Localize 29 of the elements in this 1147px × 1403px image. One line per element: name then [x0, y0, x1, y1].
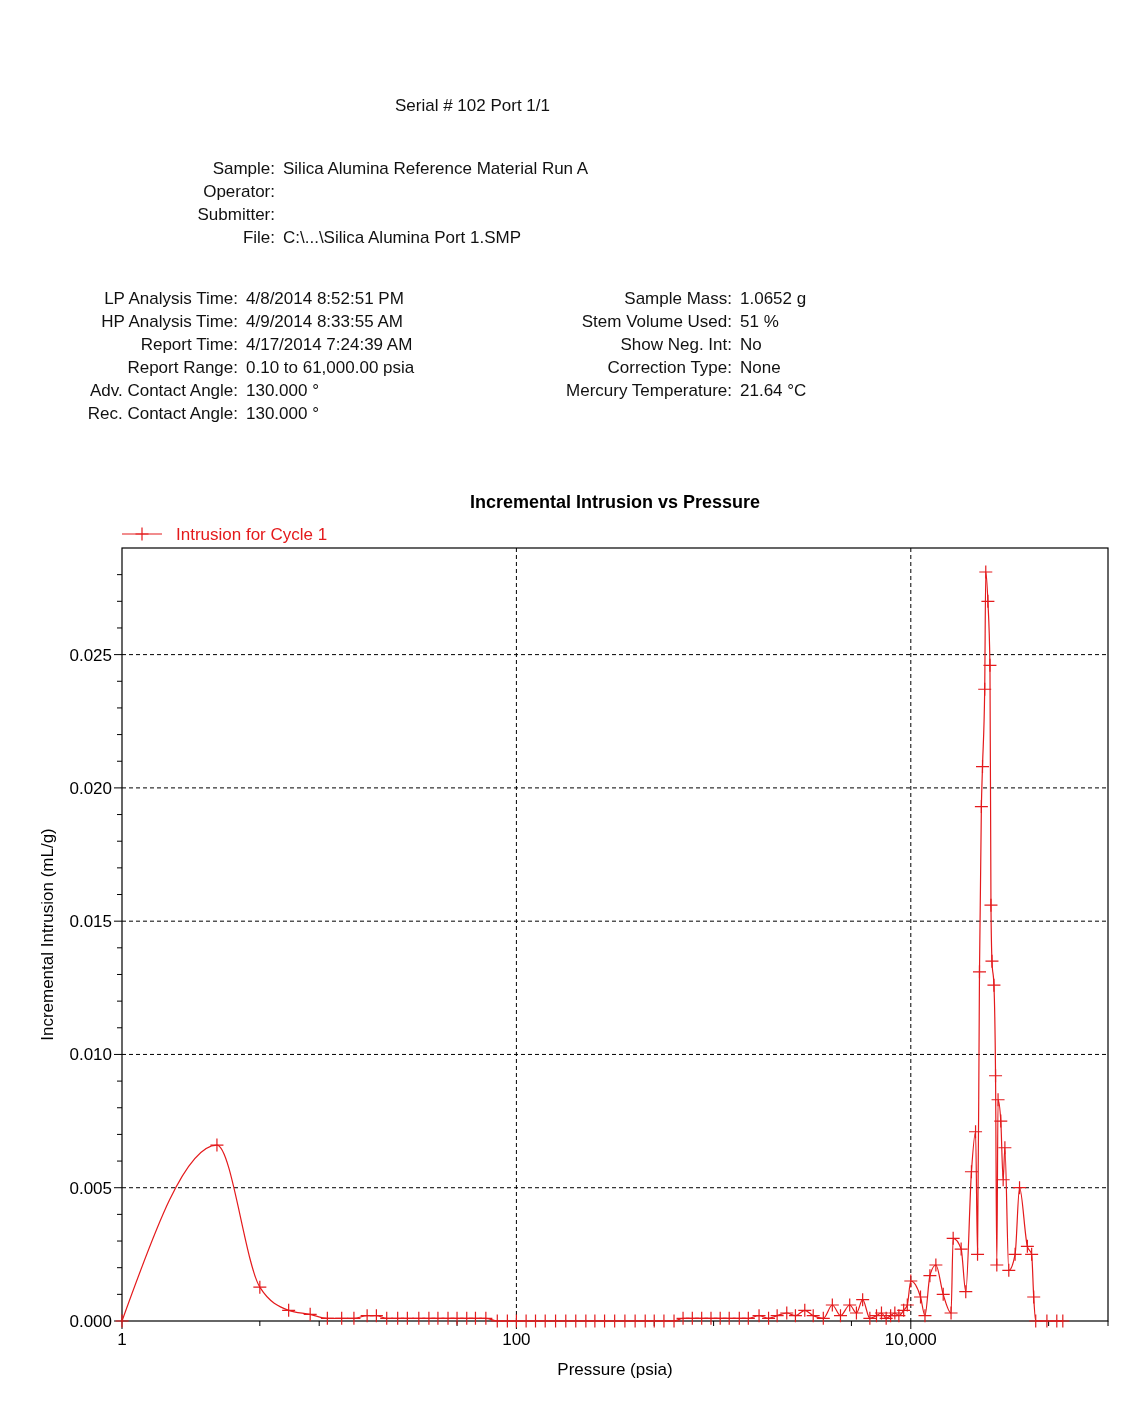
y-tick-label: 0.025: [69, 645, 112, 665]
text: LP Analysis Time: 4/8/2014 8:52:51 PM: [104, 289, 404, 308]
text: Adv. Contact Angle: 130.000 °: [89, 381, 319, 400]
text: Operator:: [203, 182, 275, 201]
text: Show Neg. Int: No: [620, 335, 762, 354]
x-tick-label: 10,000: [884, 1330, 937, 1349]
x-tick-label: 1: [117, 1330, 127, 1349]
text: Sample: Silica Alumina Reference Material Run A: [212, 159, 589, 178]
text: Serial # 102 Port 1/1: [395, 96, 550, 115]
chart-title: Incremental Intrusion vs Pressure: [469, 492, 761, 512]
text: Sample Mass: 1.0652 g: [624, 289, 807, 308]
text: Correction Type: None: [607, 358, 781, 377]
y-axis-title: Incremental Intrusion (mL/g): [38, 828, 57, 1041]
y-tick-label: 0.000: [69, 1312, 112, 1331]
text: Report Time: 4/17/2014 7:24:39 AM: [140, 335, 413, 354]
text: Rec. Contact Angle: 130.000 °: [87, 404, 319, 423]
text: Report Range: 0.10 to 61,000.00 psia: [127, 358, 415, 377]
text: Stem Volume Used: 51 %: [581, 312, 779, 331]
x-tick-label: 100: [502, 1330, 531, 1349]
legend-label: Intrusion for Cycle 1: [176, 525, 328, 544]
y-tick-label: 0.010: [69, 1045, 112, 1065]
y-tick-label: 0.015: [69, 912, 112, 932]
y-tick-label: 0.005: [69, 1178, 112, 1198]
text: HP Analysis Time: 4/9/2014 8:33:55 AM: [101, 312, 403, 331]
text: Submitter:: [197, 205, 275, 224]
text: Mercury Temperature: 21.64 °C: [566, 381, 807, 400]
text: File: C:\...\Silica Alumina Port 1.SMP: [242, 228, 522, 247]
y-tick-label: 0.020: [69, 778, 112, 798]
x-axis-title: Pressure (psia): [557, 1360, 673, 1379]
